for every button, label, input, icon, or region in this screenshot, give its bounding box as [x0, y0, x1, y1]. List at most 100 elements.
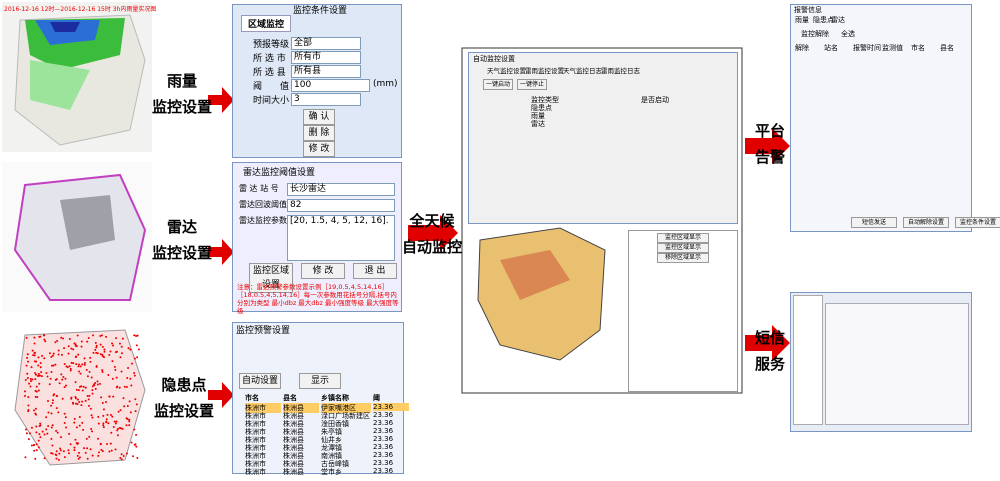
button[interactable]: 自动解除设置: [903, 217, 949, 228]
hazard-dot: [94, 382, 97, 385]
hazard-panel: 监控预警设置 自动设置 显示 市名 县名 乡镇名称阈株洲市 株洲县 伊家嘴港区 23.36 株洲…: [232, 322, 409, 476]
hazard-dot: [101, 345, 104, 348]
button[interactable]: 全选: [841, 30, 855, 38]
label: 短信: [754, 329, 785, 347]
rain-area: [35, 20, 100, 45]
tab[interactable]: 雨量: [795, 16, 809, 24]
tab[interactable]: 天气监控日志: [563, 67, 602, 75]
field-input[interactable]: [20, 1.5, 4, 5, 12, 16].: [287, 215, 395, 261]
radar-echo: [60, 195, 115, 250]
field-input[interactable]: 所有县: [291, 65, 361, 78]
tab[interactable]: 雷雨监控日志: [601, 67, 640, 75]
panel-title: 监控预警设置: [236, 326, 291, 336]
column-header: 市名: [911, 44, 925, 52]
label: 雨量: [166, 72, 197, 90]
hazard-dot: [135, 445, 138, 448]
button[interactable]: 一键停止: [517, 79, 547, 90]
hazard-dot: [81, 389, 84, 392]
hazard-dot: [128, 420, 131, 423]
hazard-dot: [117, 410, 120, 413]
hazard-dot: [99, 353, 102, 356]
hazard-dot: [36, 396, 39, 399]
hazard-dot: [106, 413, 109, 416]
button[interactable]: 显示: [299, 373, 341, 389]
hazard-dot: [88, 435, 91, 438]
button[interactable]: 确 认: [303, 109, 335, 125]
field-input[interactable]: 82: [287, 199, 395, 212]
hazard-dot: [110, 431, 113, 434]
hazard-dot: [44, 340, 47, 343]
hazard-dot: [28, 432, 31, 435]
button[interactable]: 自动设置: [239, 373, 281, 389]
hazard-dot: [74, 395, 77, 398]
hazard-dot: [133, 443, 136, 446]
field-input[interactable]: 全部: [291, 37, 361, 50]
hazard-dot: [126, 377, 129, 380]
button[interactable]: 监控区域显示: [657, 243, 709, 253]
button[interactable]: 退 出: [353, 263, 397, 279]
hazard-dot: [97, 437, 100, 440]
hazard-dot: [37, 356, 40, 359]
hazard-dot: [121, 337, 124, 340]
hazard-dot: [99, 382, 102, 385]
button[interactable]: 监控条件设置: [955, 217, 1000, 228]
tab[interactable]: 雷达: [831, 16, 845, 24]
button[interactable]: 移除区域显示: [657, 253, 709, 263]
hazard-dot: [57, 411, 60, 414]
hazard-dot: [83, 447, 86, 450]
hazard-dot: [131, 455, 134, 458]
hazard-dot: [94, 341, 97, 344]
hazard-dot: [35, 431, 38, 434]
hazard-dot: [129, 377, 132, 380]
label: 全天候: [409, 212, 455, 230]
button[interactable]: 一键启动: [483, 79, 513, 90]
button[interactable]: 修 改: [301, 263, 345, 279]
hazard-dot: [50, 364, 53, 367]
tab[interactable]: 区域监控: [241, 15, 292, 32]
hazard-dot: [127, 367, 130, 370]
hazard-dot: [118, 386, 121, 389]
hazard-dot: [28, 382, 31, 385]
hazard-dot: [80, 340, 83, 343]
hazard-dot: [119, 409, 122, 412]
button[interactable]: 删 除: [303, 125, 335, 141]
hazard-dot: [56, 431, 59, 434]
hazard-dot: [116, 429, 119, 432]
field-label: 所 选 县: [253, 68, 286, 78]
hazard-dot: [91, 385, 94, 388]
tab[interactable]: 隐患点: [813, 16, 834, 24]
field-input[interactable]: 所有市: [291, 51, 361, 64]
hazard-dot: [37, 364, 40, 367]
hazard-dot: [67, 345, 70, 348]
button[interactable]: 监控区域显示: [657, 233, 709, 243]
field-input[interactable]: 100: [291, 79, 370, 92]
hazard-dot: [79, 372, 82, 375]
hazard-dot: [100, 396, 103, 399]
hazard-dot: [76, 398, 79, 401]
hazard-dot: [73, 342, 76, 345]
hazard-dot: [135, 433, 138, 436]
field-input[interactable]: 3: [291, 93, 361, 106]
hazard-dot: [120, 458, 123, 461]
hazard-dot: [52, 364, 55, 367]
button[interactable]: 监控解除: [801, 30, 829, 38]
button[interactable]: 修 改: [303, 141, 335, 157]
tab[interactable]: 雷雨监控设置: [525, 67, 564, 75]
hazard-dot: [24, 428, 27, 431]
tab[interactable]: 天气监控设置: [487, 67, 526, 75]
button[interactable]: 短信发送: [851, 217, 897, 228]
hazard-dot: [78, 424, 81, 427]
field-input[interactable]: 长沙雷达: [287, 183, 395, 196]
table-cell: 古岳峰镇: [321, 460, 349, 468]
hazard-dot: [30, 366, 33, 369]
hazard-dot: [77, 389, 80, 392]
hazard-dot: [51, 399, 54, 402]
table-cell: 堂市乡: [321, 468, 342, 476]
field-label: 阈 值: [253, 82, 290, 92]
column-header: 站名: [824, 44, 838, 52]
hazard-dot: [99, 343, 102, 346]
hazard-dot: [83, 363, 86, 366]
hazard-dot: [61, 378, 64, 381]
button[interactable]: 监控区域设置: [249, 263, 293, 293]
table-cell: 株洲县: [283, 412, 304, 420]
